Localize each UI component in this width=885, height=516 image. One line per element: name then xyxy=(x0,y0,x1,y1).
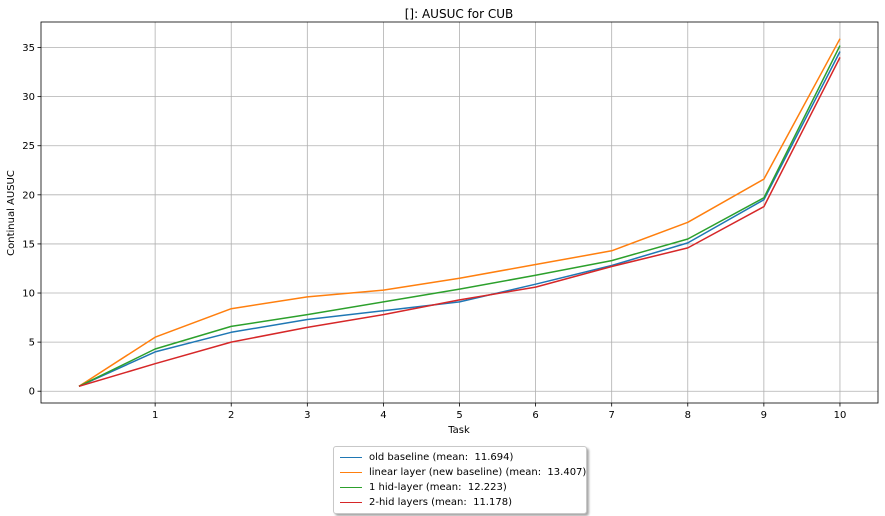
y-axis-label: Continual AUSUC xyxy=(6,170,17,256)
series-line-2 xyxy=(78,38,841,387)
legend: old baseline (mean: 11.694) linear layer … xyxy=(333,446,587,514)
legend-item: linear layer (new baseline) (mean: 13.40… xyxy=(340,465,586,480)
legend-swatch xyxy=(340,457,362,458)
y-tick-label: 20 xyxy=(22,190,35,201)
x-tick-label: 10 xyxy=(834,410,847,421)
legend-swatch xyxy=(340,487,362,488)
x-axis-label: Task xyxy=(447,425,470,436)
y-tick-label: 5 xyxy=(29,338,35,349)
x-tick-label: 9 xyxy=(761,410,767,421)
x-tick-label: 3 xyxy=(304,410,310,421)
series-lines xyxy=(78,38,841,388)
x-tick-label: 5 xyxy=(456,410,462,421)
y-tick-label: 10 xyxy=(22,289,35,300)
legend-item: 2-hid layers (mean: 11.178) xyxy=(340,495,580,510)
x-tick-label: 7 xyxy=(608,410,614,421)
x-tick-label: 4 xyxy=(380,410,386,421)
y-tick-label: 30 xyxy=(22,92,35,103)
y-tick-label: 0 xyxy=(29,387,35,398)
x-axis-ticks: 1 2 3 4 5 6 7 8 9 10 xyxy=(152,403,846,421)
legend-swatch xyxy=(340,472,362,473)
y-tick-label: 15 xyxy=(22,239,35,250)
x-tick-label: 1 xyxy=(152,410,158,421)
series-line-1 xyxy=(78,51,841,387)
legend-label: 1 hid-layer (mean: 12.223) xyxy=(369,482,507,493)
legend-item: old baseline (mean: 11.694) xyxy=(340,450,580,465)
y-axis-ticks: 0 5 10 15 20 25 30 35 xyxy=(22,43,41,398)
y-tick-label: 25 xyxy=(22,141,35,152)
y-tick-label: 35 xyxy=(22,43,35,54)
legend-label: 2-hid layers (mean: 11.178) xyxy=(369,497,512,508)
series-line-4 xyxy=(78,57,841,388)
chart-title: []: AUSUC for CUB xyxy=(405,7,514,21)
series-line-3 xyxy=(78,45,841,387)
legend-item: 1 hid-layer (mean: 12.223) xyxy=(340,480,580,495)
x-tick-label: 2 xyxy=(228,410,234,421)
x-tick-label: 6 xyxy=(532,410,538,421)
x-tick-label: 8 xyxy=(685,410,691,421)
legend-label: linear layer (new baseline) (mean: 13.40… xyxy=(369,467,587,478)
legend-swatch xyxy=(340,502,362,503)
legend-label: old baseline (mean: 11.694) xyxy=(369,452,514,463)
